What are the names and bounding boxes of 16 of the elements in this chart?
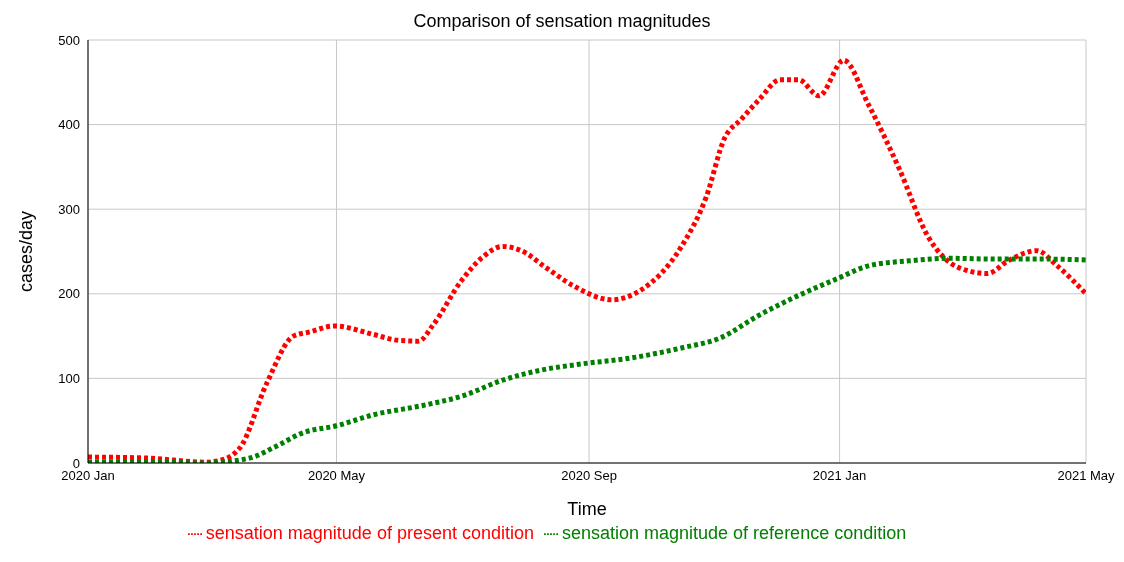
y-tick-label: 400: [58, 117, 80, 133]
x-tick-label: 2020 Jan: [61, 468, 115, 484]
x-tick-label: 2021 Jan: [812, 468, 867, 484]
y-tick-label: 300: [58, 201, 80, 217]
y-tick-label: 0: [72, 455, 80, 471]
x-axis-title: Time: [567, 499, 607, 519]
y-axis-title: cases/day: [16, 210, 37, 293]
x-tick-label: 2020 Sep: [561, 468, 617, 484]
legend-label: sensation magnitude of reference condition: [561, 523, 907, 543]
x-tick-label: 2020 May: [307, 468, 366, 484]
y-tick-label: 500: [58, 32, 80, 48]
y-tick-label: 200: [58, 286, 80, 302]
legend-label: sensation magnitude of present condition: [205, 523, 534, 543]
y-tick-label: 100: [58, 371, 80, 387]
x-tick-label: 2021 May: [1057, 468, 1116, 484]
chart-title: Comparison of sensation magnitudes: [412, 10, 712, 33]
